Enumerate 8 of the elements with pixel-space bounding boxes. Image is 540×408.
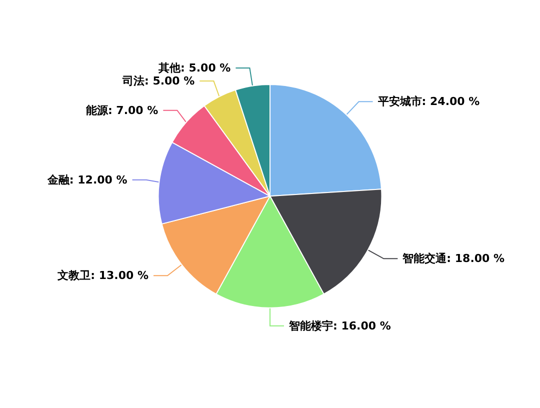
slice-label: 能源: 7.00 %	[86, 104, 158, 117]
slice-label: 智能交通: 18.00 %	[402, 252, 505, 266]
slice-label: 文教卫: 13.00 %	[56, 269, 148, 282]
slice-label: 智能楼宇: 16.00 %	[288, 319, 391, 332]
slice-label: 金融: 12.00 %	[46, 173, 128, 186]
slice-label: 平安城市: 24.00 %	[376, 95, 480, 108]
slice-label: 司法: 5.00 %	[121, 74, 195, 88]
slice-label: 其他: 5.00 %	[157, 62, 231, 75]
